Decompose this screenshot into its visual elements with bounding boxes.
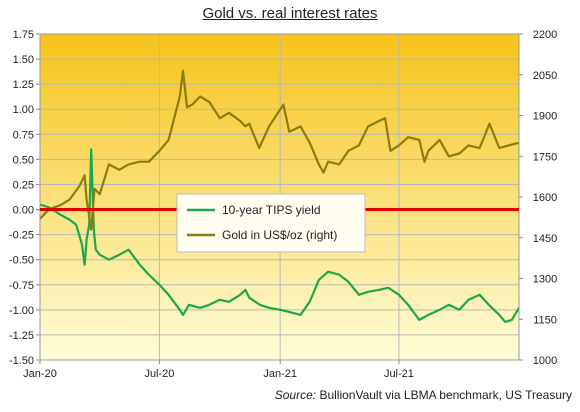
y-left-tick-label: -0.50: [9, 255, 34, 267]
source-text: BullionVault via LBMA benchmark, US Trea…: [319, 388, 572, 402]
plot-border: [39, 33, 520, 361]
chart-title: Gold vs. real interest rates: [202, 5, 378, 22]
x-tick-label: Jan-21: [263, 368, 297, 380]
y-right-tick-label: 1900: [533, 111, 557, 123]
source-note: Source: BullionVault via LBMA benchmark,…: [275, 388, 572, 402]
x-tick-label: Jul-20: [144, 368, 174, 380]
legend: 10-year TIPS yield Gold in US$/oz (right): [176, 193, 366, 253]
y-right-tick-label: 1450: [533, 233, 557, 245]
x-tick-label: Jul-21: [384, 368, 414, 380]
y-right-tick-label: 1300: [533, 274, 557, 286]
y-left-tick-label: 1.00: [13, 104, 34, 116]
source-label: Source:: [274, 388, 317, 402]
y-right-tick-label: 1000: [533, 355, 557, 367]
y-right-tick-label: 2050: [533, 70, 557, 82]
y-left-tick-label: 1.50: [13, 54, 34, 66]
y-right-tick-label: 1750: [533, 151, 557, 163]
x-tick-label: Jan-20: [23, 368, 57, 380]
tips-yield-line: [39, 148, 520, 323]
y-left-tick-label: -0.25: [9, 230, 34, 242]
y-right-tick-label: 1150: [533, 314, 557, 326]
y-right-tick-label: 1600: [533, 192, 557, 204]
y-left-tick-label: 1.75: [13, 29, 34, 41]
y-left-tick-label: -1.25: [9, 330, 34, 342]
y-left-tick-label: 0.00: [13, 205, 34, 217]
y-left-tick-label: -1.00: [9, 305, 34, 317]
y-right-tick-label: 2200: [533, 29, 557, 41]
legend-label: Gold in US$/oz (right): [222, 228, 337, 242]
y-left-tick-label: 0.50: [13, 154, 34, 166]
y-left-tick-label: 1.25: [13, 79, 34, 91]
legend-box: [176, 193, 366, 253]
y-left-tick-label: 0.25: [13, 179, 34, 191]
y-left-tick-label: -1.50: [9, 355, 34, 367]
gold-price-line: [39, 69, 520, 231]
y-left-tick-label: 0.75: [13, 129, 34, 141]
y-left-tick-label: -0.75: [9, 280, 34, 292]
legend-label: 10-year TIPS yield: [222, 203, 321, 217]
